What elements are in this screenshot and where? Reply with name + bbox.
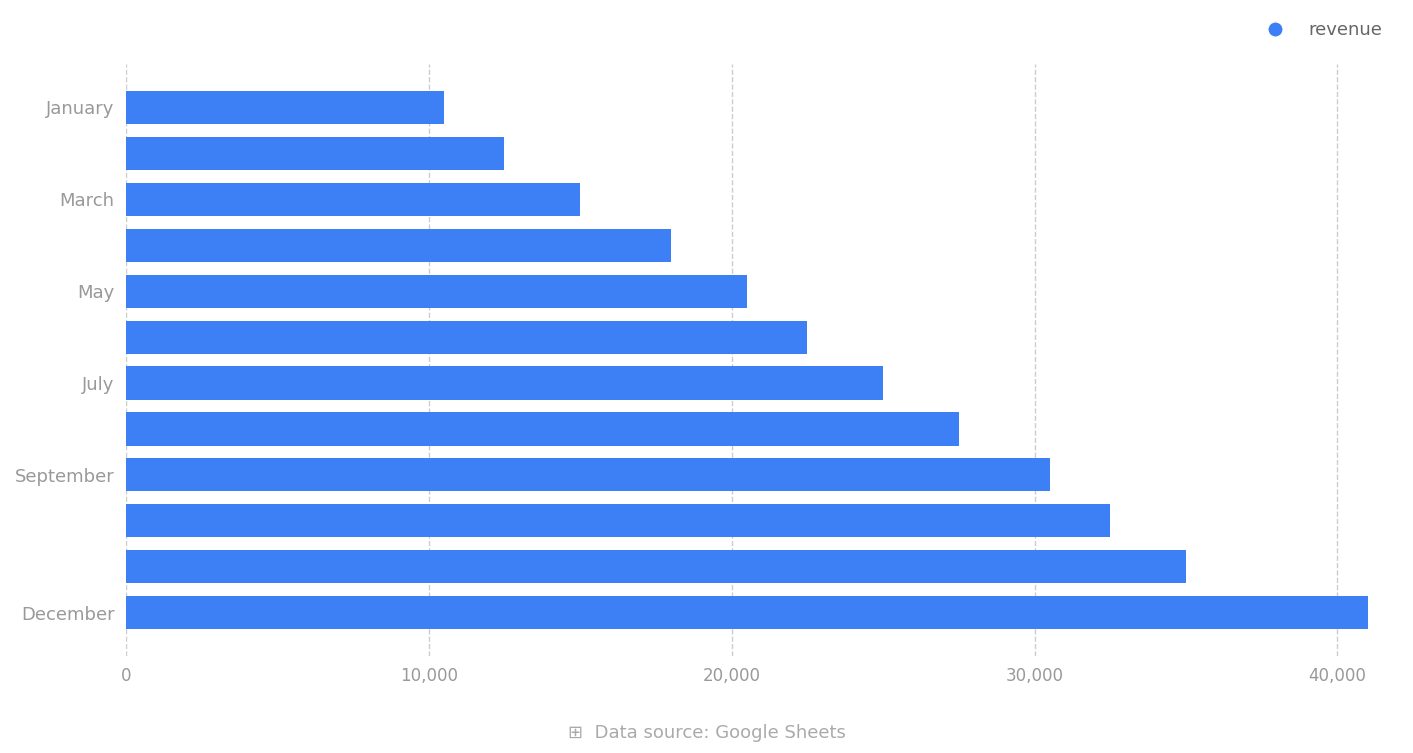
Bar: [126, 321, 807, 354]
Bar: [126, 91, 444, 124]
Legend: revenue: revenue: [1251, 14, 1389, 46]
Bar: [126, 505, 1111, 538]
Bar: [126, 413, 959, 446]
Bar: [126, 550, 1186, 584]
Bar: [126, 596, 1368, 630]
Bar: [126, 459, 1050, 492]
Bar: [126, 183, 581, 216]
Text: ⊞  Data source: Google Sheets: ⊞ Data source: Google Sheets: [568, 724, 845, 742]
Bar: [126, 367, 883, 400]
Bar: [126, 137, 504, 170]
Bar: [126, 275, 747, 308]
Bar: [126, 229, 671, 262]
